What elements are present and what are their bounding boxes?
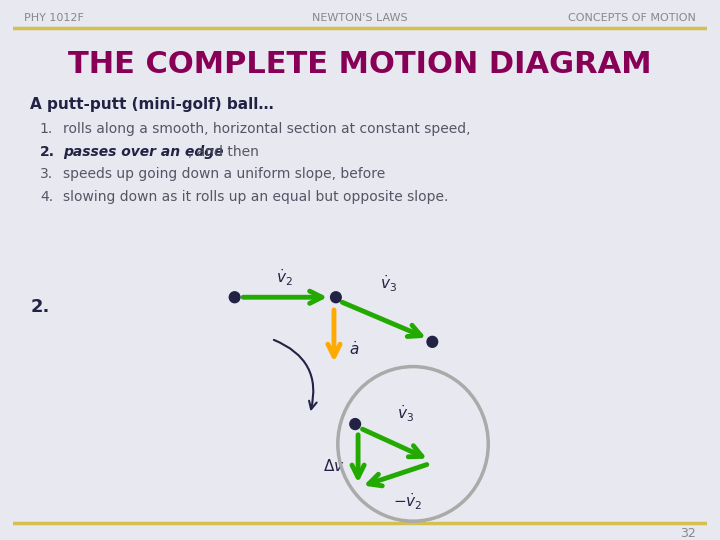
Text: 4.: 4. xyxy=(40,190,53,204)
Text: 2.: 2. xyxy=(40,145,55,159)
Circle shape xyxy=(330,292,341,303)
Text: CONCEPTS OF MOTION: CONCEPTS OF MOTION xyxy=(568,13,696,23)
Text: passes over an edge: passes over an edge xyxy=(63,145,223,159)
Text: $\dot{v}_2$: $\dot{v}_2$ xyxy=(276,267,293,288)
Text: $\Delta\dot{v}$: $\Delta\dot{v}$ xyxy=(323,457,345,475)
Text: NEWTON'S LAWS: NEWTON'S LAWS xyxy=(312,13,408,23)
Text: slowing down as it rolls up an equal but opposite slope.: slowing down as it rolls up an equal but… xyxy=(63,190,449,204)
Text: 1.: 1. xyxy=(40,122,53,136)
FancyArrowPatch shape xyxy=(274,340,317,409)
Circle shape xyxy=(350,418,361,429)
Text: , and then: , and then xyxy=(188,145,258,159)
Text: 3.: 3. xyxy=(40,167,53,181)
Text: PHY 1012F: PHY 1012F xyxy=(24,13,84,23)
Text: $\dot{a}$: $\dot{a}$ xyxy=(349,340,360,357)
Text: A putt-putt (mini-golf) ball…: A putt-putt (mini-golf) ball… xyxy=(30,97,274,112)
Text: THE COMPLETE MOTION DIAGRAM: THE COMPLETE MOTION DIAGRAM xyxy=(68,50,652,79)
Text: rolls along a smooth, horizontal section at constant speed,: rolls along a smooth, horizontal section… xyxy=(63,122,470,136)
Text: 32: 32 xyxy=(680,526,696,539)
Circle shape xyxy=(230,292,240,303)
Text: 2.: 2. xyxy=(30,298,50,316)
Text: speeds up going down a uniform slope, before: speeds up going down a uniform slope, be… xyxy=(63,167,385,181)
Text: $\dot{v}_3$: $\dot{v}_3$ xyxy=(380,273,397,294)
Text: $-\dot{v}_2$: $-\dot{v}_2$ xyxy=(393,491,423,512)
Circle shape xyxy=(427,336,438,347)
Text: $\dot{v}_3$: $\dot{v}_3$ xyxy=(397,404,414,424)
